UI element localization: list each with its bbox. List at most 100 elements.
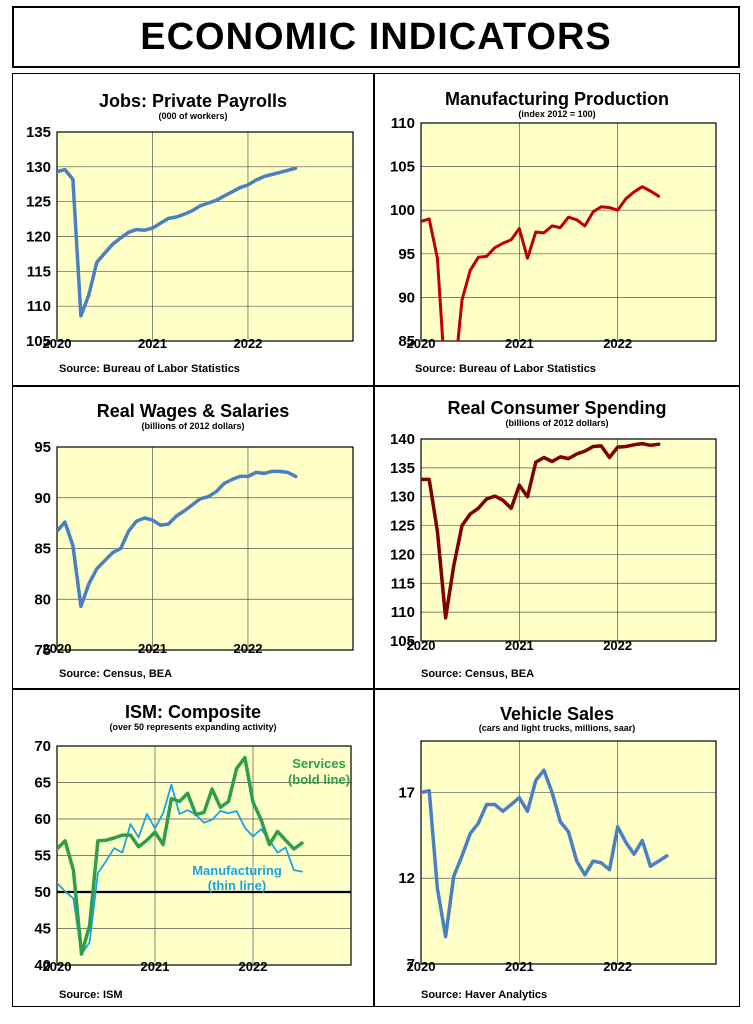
chart-subtitle: (index 2012 = 100) [518,109,596,119]
plot-area [421,123,716,341]
y-tick-label: 60 [34,811,51,828]
series-line-services [57,755,304,956]
y-tick-label: 40 [34,957,51,974]
chart-source: Source: Census, BEA [421,668,535,680]
x-tick-label: 2020 [43,336,72,351]
y-tick-label: 120 [390,546,415,563]
y-tick-label: 110 [391,115,415,132]
y-tick-label: 55 [34,848,51,865]
y-tick-label: 105 [26,333,51,350]
y-tick-label: 45 [34,921,51,938]
chart-panel-wages: Real Wages & Salaries (billions of 2012 d… [12,386,374,689]
chart-title: Real Wages & Salaries [96,401,290,421]
chart-panel-spending: Real Consumer Spending (billions of 2012 … [374,386,740,689]
chart-panel-ism: ISM: Composite (over 50 represents expand… [12,689,374,1007]
chart-panel-payrolls: Jobs: Private Payrolls (000 of workers) So… [12,73,374,386]
annotation-label: (thin line) [208,878,267,893]
y-tick-label: 95 [398,246,415,263]
x-tick-label: 2021 [505,638,534,653]
series-group [421,768,669,939]
x-tick-label: 2020 [407,336,436,351]
y-tick-label: 135 [390,460,415,477]
chart-svg: 85 90 95 100 105 110 2020 2021 2022 [390,115,717,351]
series-line-0 [57,469,298,609]
y-tick-label: 95 [34,439,51,456]
plot-area [421,439,716,641]
chart-source: Source: ISM [59,989,123,1001]
x-tick-label: 2022 [603,959,632,974]
title-banner: ECONOMIC INDICATORS [12,6,740,68]
y-tick-label: 120 [26,229,51,246]
y-tick-label: 7 [407,956,415,973]
chart-title: Jobs: Private Payrolls [98,91,288,111]
series-line-0 [421,768,669,939]
plot-border [56,745,352,966]
y-tick-label: 70 [34,738,51,755]
chart-panel-vehicles: Vehicle Sales (cars and light trucks, mil… [374,689,740,1007]
x-tick-label: 2020 [43,959,72,974]
series-group [421,441,661,620]
chart-svg: 105 110 115 120 125 130 135 2020 2021 2022 [26,124,354,351]
plot-border [56,446,354,651]
plot-border [56,131,354,342]
chart-subtitle: (billions of 2012 dollars) [141,421,245,431]
chart-svg: 75 80 85 90 95 2020 2021 2022 [34,439,354,659]
x-tick-label: 2021 [505,959,534,974]
y-tick-label: 110 [391,604,415,621]
chart-source: Source: Bureau of Labor Statistics [415,363,596,375]
chart-title: Real Consumer Spending [447,398,667,418]
y-tick-label: 85 [398,333,415,350]
x-tick-label: 2021 [141,959,170,974]
series-line-manufacturing [57,783,303,956]
page-title: ECONOMIC INDICATORS [140,15,612,58]
series-group [57,166,298,318]
y-tick-label: 75 [34,642,51,659]
chart-title: Manufacturing Production [445,89,669,109]
plot-area [421,741,716,964]
chart-source: Source: Bureau of Labor Statistics [59,363,240,375]
y-tick-label: 105 [390,159,415,176]
y-tick-label: 130 [26,159,51,176]
y-tick-label: 80 [34,591,51,608]
x-tick-label: 2022 [234,336,263,351]
plot-border [420,740,717,965]
chart-svg: 7 12 17 2020 2021 2022 [398,740,717,974]
chart-source: Source: Haver Analytics [421,989,548,1001]
chart-source: Source: Census, BEA [59,668,173,680]
x-tick-label: 2020 [43,641,72,656]
chart-panel-manufacturing: Manufacturing Production (index 2012 = 10… [374,73,740,386]
y-tick-label: 85 [34,541,51,558]
chart-subtitle: (billions of 2012 dollars) [505,418,609,428]
series-line-0 [421,441,661,620]
series-group [421,185,661,341]
chart-title: ISM: Composite [124,702,261,722]
annotation-label: Manufacturing [192,863,282,878]
x-tick-label: 2020 [407,638,436,653]
series-line-0 [57,166,298,318]
y-tick-label: 90 [398,289,415,306]
x-tick-label: 2022 [239,959,268,974]
x-tick-label: 2021 [138,641,167,656]
y-tick-label: 100 [390,202,415,219]
chart-svg: 40 45 50 55 60 65 70 2020 2021 2022 Services(bold … [34,738,352,974]
y-tick-label: 115 [27,263,51,280]
y-tick-label: 115 [391,575,415,592]
plot-border [420,122,717,342]
x-tick-label: 2022 [603,336,632,351]
y-tick-label: 135 [26,124,51,141]
y-tick-label: 125 [390,518,415,535]
y-tick-label: 17 [398,784,415,801]
y-tick-label: 65 [34,775,51,792]
x-tick-label: 2022 [234,641,263,656]
x-tick-label: 2021 [505,336,534,351]
y-tick-label: 125 [26,194,51,211]
x-tick-label: 2020 [407,959,436,974]
series-line-0 [421,185,661,341]
annotation-label: (bold line) [288,772,350,787]
y-tick-label: 12 [398,870,415,887]
y-tick-label: 90 [34,490,51,507]
x-tick-label: 2021 [138,336,167,351]
y-tick-label: 110 [27,298,51,315]
chart-subtitle: (over 50 represents expanding activity) [109,722,277,732]
y-tick-label: 140 [390,431,415,448]
